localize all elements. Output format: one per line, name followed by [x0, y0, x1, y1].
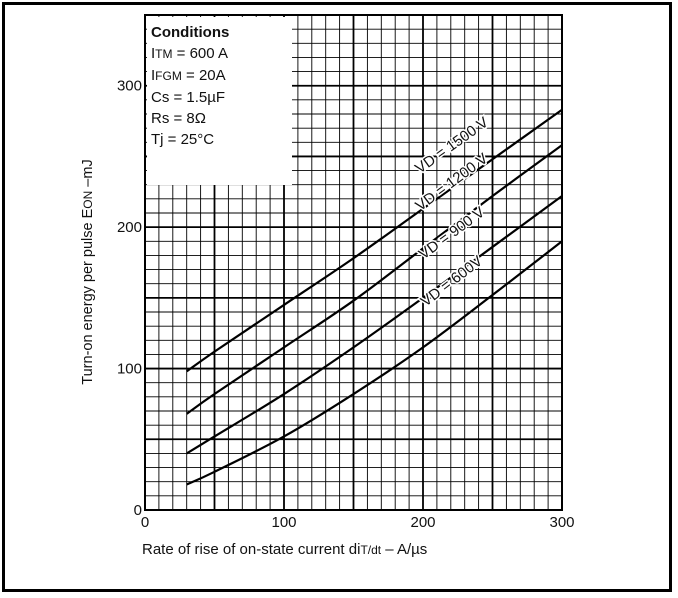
series-curves: [186, 108, 563, 486]
x-tick-label: 200: [410, 514, 435, 531]
conditions-box: Conditions ITM = 600 A IFGM = 20A Cs = 1…: [151, 22, 289, 150]
condition-itm: ITM = 600 A: [151, 45, 228, 62]
x-tick-label: 0: [141, 514, 149, 531]
plot-border: [144, 14, 563, 511]
series-labels: VD = 1500 VVD = 1200 VVD = 900 VVD = 600…: [411, 112, 493, 311]
x-tick-label: 100: [271, 514, 296, 531]
y-axis-label: Turn-on energy per pulse EON –mJ: [80, 159, 96, 385]
x-tick-labels: 0 100 200 300: [141, 514, 575, 531]
y-tick-label: 200: [117, 219, 142, 236]
conditions-box-bg: [147, 17, 292, 185]
condition-rs: Rs = 8Ω: [151, 110, 206, 127]
y-tick-label: 100: [117, 361, 142, 378]
series-line: [186, 195, 563, 455]
series-line: [186, 240, 563, 486]
series-line: [186, 144, 563, 415]
conditions-title: Conditions: [151, 24, 230, 41]
x-axis-label: Rate of rise of on-state current diT/dt …: [142, 541, 428, 558]
condition-cs: Cs = 1.5µF: [151, 89, 226, 106]
condition-ifgm: IFGM = 20A: [151, 67, 226, 84]
condition-tj: Tj = 25°C: [151, 131, 215, 148]
y-tick-label: 0: [134, 502, 142, 519]
series-line: [186, 108, 563, 373]
x-tick-label: 300: [549, 514, 574, 531]
y-tick-label: 300: [117, 78, 142, 95]
axes: [144, 14, 563, 511]
y-tick-labels: 0 100 200 300: [117, 78, 142, 519]
